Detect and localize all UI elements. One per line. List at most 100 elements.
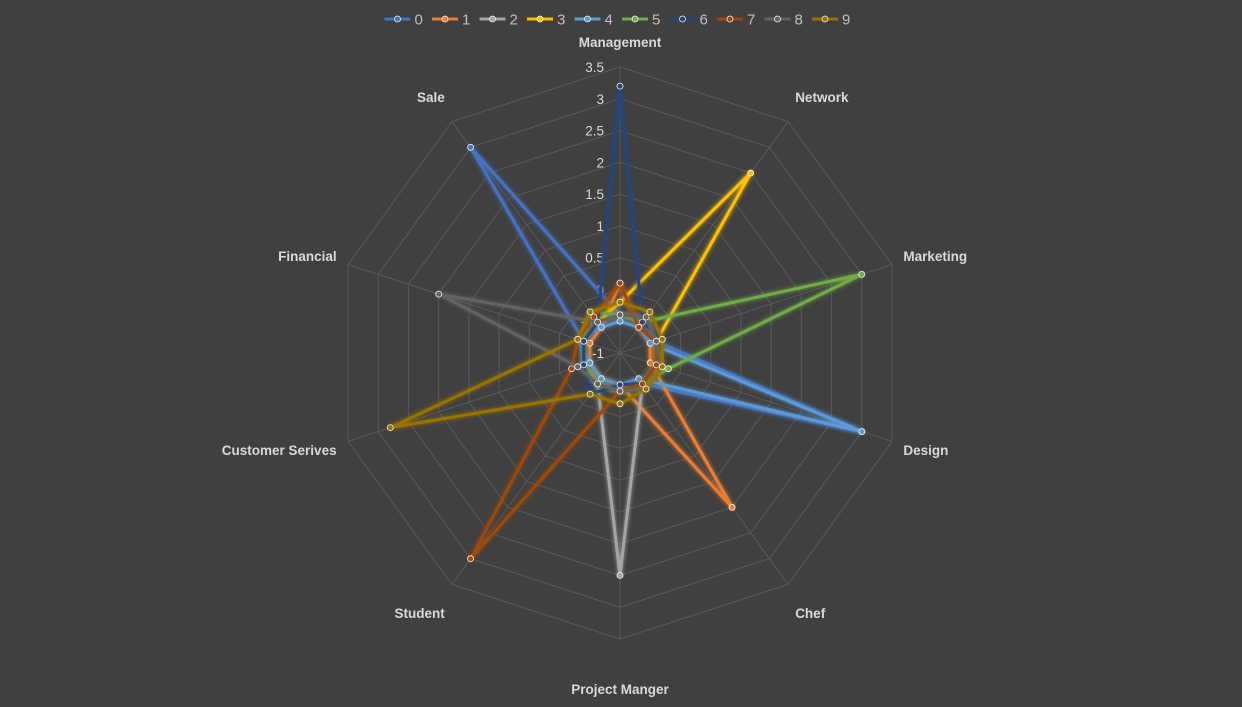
data-point (597, 323, 605, 331)
data-point (635, 375, 643, 383)
legend-label: 8 (795, 12, 803, 29)
data-point (594, 318, 601, 326)
legend-marker (774, 15, 781, 23)
category-label: Chef (795, 606, 826, 621)
data-point (574, 335, 582, 343)
data-point (616, 387, 624, 395)
data-point (646, 359, 654, 367)
tick-label: 2.5 (585, 124, 604, 139)
legend-marker (726, 15, 734, 23)
data-point (616, 82, 624, 90)
data-point (639, 318, 646, 326)
legend-item: 3 (527, 12, 565, 29)
category-label: Network (795, 90, 849, 105)
category-label: Project Manger (571, 682, 669, 697)
data-point (858, 270, 866, 278)
category-label: Customer Serives (222, 443, 337, 458)
data-point (616, 400, 624, 408)
data-point (435, 290, 443, 298)
tick-label: 1 (596, 219, 604, 234)
data-point (642, 385, 650, 393)
data-point (586, 359, 594, 367)
data-point (616, 572, 624, 579)
legend-item: 5 (622, 12, 660, 29)
category-label: Management (579, 35, 662, 50)
data-point (586, 390, 594, 398)
data-point (574, 363, 582, 371)
data-point (586, 308, 594, 316)
category-label: Financial (278, 249, 337, 264)
legend-item: 8 (764, 12, 803, 29)
data-point (858, 428, 866, 436)
data-point (747, 169, 755, 177)
data-point (580, 337, 588, 345)
legend-item: 0 (384, 12, 423, 29)
category-labels: Management Network Marketing Design Chef Proj… (222, 35, 967, 697)
legend-marker (679, 15, 686, 23)
tick-label: 2 (596, 155, 604, 170)
legend-label: 4 (605, 12, 613, 29)
data-point (616, 311, 624, 319)
legend-label: 9 (842, 12, 850, 29)
category-label: Design (903, 443, 948, 458)
data-point (594, 380, 601, 388)
category-label: Student (395, 606, 446, 621)
legend-label: 3 (557, 12, 565, 29)
data-point (467, 555, 475, 563)
series-7 (467, 279, 660, 563)
legend-item: 6 (669, 12, 708, 29)
data-point (568, 365, 575, 373)
tick-label: 3 (596, 92, 604, 107)
legend: 0 1 2 3 4 5 6 7 8 9 (384, 12, 850, 29)
legend-marker (489, 15, 496, 23)
data-point (467, 143, 475, 151)
legend-marker (441, 15, 449, 23)
legend-item: 9 (812, 12, 850, 29)
data-point (646, 308, 654, 316)
data-point (616, 298, 624, 306)
data-point (616, 381, 624, 389)
category-label: Sale (417, 90, 445, 105)
data-point (597, 375, 605, 383)
data-point (386, 424, 394, 432)
series-9 (386, 298, 666, 432)
data-point (728, 503, 736, 511)
data-point (580, 361, 588, 369)
data-point (616, 317, 624, 325)
data-point (652, 337, 660, 345)
tick-label: 0.5 (585, 251, 604, 266)
legend-item: 2 (479, 12, 518, 29)
legend-label: 7 (747, 12, 755, 29)
data-point (635, 323, 643, 331)
tick-label: -1 (592, 346, 604, 361)
legend-marker (631, 15, 639, 23)
legend-label: 2 (510, 12, 518, 29)
legend-marker (394, 15, 401, 23)
data-point (658, 335, 666, 343)
tick-label: 3.5 (585, 60, 604, 75)
data-point (642, 313, 650, 321)
legend-item: 4 (574, 12, 613, 29)
legend-marker (536, 15, 544, 23)
data-point (665, 365, 672, 373)
legend-item: 7 (717, 12, 755, 29)
legend-label: 1 (462, 12, 470, 29)
legend-marker (821, 15, 829, 23)
legend-marker (584, 15, 591, 23)
legend-label: 5 (652, 12, 660, 29)
series-lines (386, 82, 866, 579)
legend-item: 1 (432, 12, 470, 29)
data-point (616, 279, 624, 287)
data-point (658, 363, 666, 371)
data-point (652, 361, 660, 369)
series-3 (580, 169, 755, 395)
tick-label: 1.5 (585, 187, 604, 202)
series-4 (574, 317, 866, 436)
legend-label: 6 (700, 12, 708, 29)
data-point (639, 380, 646, 388)
data-point (646, 339, 654, 347)
radar-grid (347, 66, 893, 640)
legend-label: 0 (415, 12, 423, 29)
